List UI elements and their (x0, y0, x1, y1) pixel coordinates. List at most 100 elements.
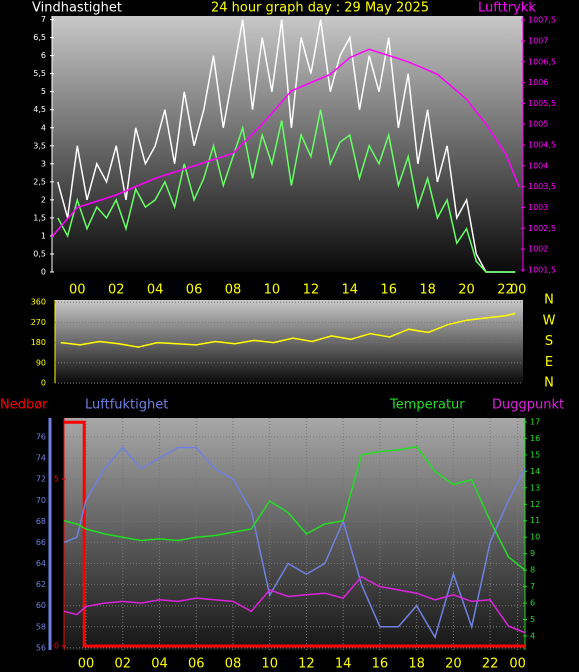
y-tick-label: 360 (31, 298, 46, 307)
y-tick-label: 70 (36, 496, 46, 505)
y-tick-label: 1,5 (33, 213, 46, 222)
series-line (63, 445, 526, 571)
compass-label: N (544, 293, 554, 308)
y2-tick-label: 17 (530, 417, 540, 426)
x-tick-label: 06 (188, 657, 205, 672)
compass-label: W (543, 313, 556, 328)
x-tick-label: 16 (372, 657, 389, 672)
y-tick-label: 62 (36, 580, 46, 589)
series-line (63, 575, 526, 634)
compass-label: E (545, 355, 553, 370)
y-tick-label: 58 (36, 622, 46, 631)
series-line (51, 48, 520, 238)
y2-tick-label: 5 (530, 615, 535, 624)
y-tick-label: 66 (36, 538, 46, 547)
y-tick-label: 3,5 (33, 141, 46, 150)
x-tick-label: 12 (303, 283, 320, 298)
y-tick-label: 4 (41, 123, 46, 132)
y-tick-label: 2,5 (33, 177, 46, 186)
x-tick-label: 06 (186, 283, 203, 298)
series-line (64, 420, 525, 648)
y2-tick-label: 4 (530, 632, 535, 641)
y2-tick-label: 1007,5 (528, 16, 556, 25)
y-tick-label: 76 (36, 432, 46, 441)
x-tick-label: 12 (298, 657, 315, 672)
x-tick-label: 08 (225, 283, 242, 298)
x-tick-label: 22 (482, 657, 499, 672)
y-tick-label: 180 (31, 338, 46, 347)
y-tick-label: 5,5 (33, 69, 46, 78)
y2-label: Lufttrykk (478, 1, 536, 16)
y3-tick-label: 0 (54, 641, 59, 650)
x-tick-label: 08 (225, 657, 242, 672)
x-tick-label: 00 (510, 283, 527, 298)
y-tick-label: 56 (36, 643, 46, 652)
y-tick-label: 60 (36, 601, 46, 610)
x-tick-label: 10 (261, 657, 278, 672)
y-tick-label: 7 (41, 15, 46, 24)
series-line (57, 19, 516, 273)
y2-tick-label: 1002,5 (528, 224, 556, 233)
y2-tick-label: 9 (530, 549, 535, 558)
y-tick-label: 74 (36, 454, 46, 463)
x-tick-label: 10 (264, 283, 281, 298)
y-tick-label: 5 (41, 87, 46, 96)
x-tick-label: 00 (69, 283, 86, 298)
legend-label: Temperatur (389, 398, 465, 413)
x-tick-label: 04 (147, 283, 164, 298)
plot-area (55, 300, 523, 383)
y-tick-label: 4,5 (33, 105, 46, 114)
y-tick-label: 90 (36, 358, 46, 367)
series-line (60, 312, 516, 348)
y2-tick-label: 14 (530, 467, 540, 476)
x-tick-label: 00 (509, 657, 526, 672)
y2-tick-label: 1006 (528, 78, 548, 87)
y-tick-label: 0 (41, 268, 46, 277)
y2-tick-label: 1007 (528, 36, 548, 45)
series-line (57, 109, 516, 273)
legend-label: Luftfuktighet (85, 398, 168, 413)
x-tick-label: 02 (108, 283, 125, 298)
x-tick-label: 04 (151, 657, 168, 672)
y-tick-label: 6,5 (33, 33, 46, 42)
y-label: Vindhastighet (32, 1, 122, 16)
y2-tick-label: 1005,5 (528, 99, 556, 108)
chart-title: 24 hour graph day : 29 May 2025 (211, 1, 429, 16)
y2-tick-label: 1004,5 (528, 141, 556, 150)
y-tick-label: 1 (41, 231, 46, 240)
y2-tick-label: 6 (530, 599, 535, 608)
y-tick-label: 72 (36, 475, 46, 484)
compass-label: N (544, 376, 554, 391)
x-tick-label: 22 (497, 283, 514, 298)
y-tick-label: 3 (41, 159, 46, 168)
legend-label: Nedbør (0, 398, 48, 413)
y2-tick-label: 1004 (528, 161, 548, 170)
y2-tick-label: 8 (530, 566, 535, 575)
y2-tick-label: 12 (530, 500, 540, 509)
plot-area (52, 16, 523, 272)
compass-label: S (545, 334, 553, 349)
x-tick-label: 18 (408, 657, 425, 672)
x-tick-label: 00 (78, 657, 95, 672)
y2-tick-label: 7 (530, 582, 535, 591)
y-tick-label: 68 (36, 517, 46, 526)
x-tick-label: 02 (114, 657, 131, 672)
x-tick-label: 20 (445, 657, 462, 672)
y2-tick-label: 15 (530, 450, 540, 459)
y2-tick-label: 11 (530, 516, 540, 525)
y-tick-label: 64 (36, 559, 46, 568)
y-tick-label: 2 (41, 195, 46, 204)
y2-tick-label: 1002 (528, 245, 548, 254)
legend-label: Duggpunkt (492, 398, 564, 413)
x-tick-label: 18 (419, 283, 436, 298)
y-tick-label: 0 (41, 379, 46, 388)
x-tick-label: 20 (458, 283, 475, 298)
y2-tick-label: 10 (530, 533, 540, 542)
y2-tick-label: 1006,5 (528, 57, 556, 66)
x-tick-label: 14 (342, 283, 359, 298)
y2-tick-label: 1003 (528, 203, 548, 212)
series-line (63, 446, 526, 640)
x-tick-label: 14 (335, 657, 352, 672)
plot-area (64, 418, 525, 650)
